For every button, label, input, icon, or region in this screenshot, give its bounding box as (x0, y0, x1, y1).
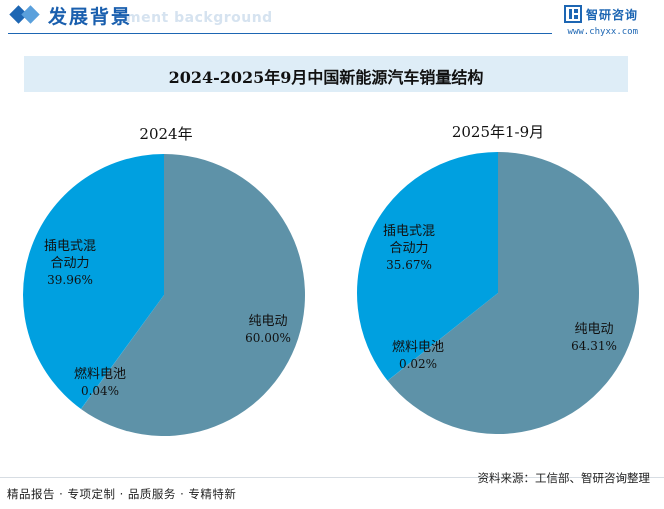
header-divider (8, 33, 552, 34)
slice-name-label: 合动力 (50, 256, 89, 271)
slice-value-label: 60.00% (245, 331, 291, 345)
slice-value-label: 64.31% (571, 339, 617, 353)
header-subtitle: ment background (126, 10, 273, 26)
header: ment background 发展背景 智研咨询 www.chyxx.com (0, 0, 664, 40)
slice-name-label: 纯电动 (248, 314, 287, 329)
chart-title: 2024-2025年9月中国新能源汽车销量结构 (168, 68, 484, 87)
slice-name-label: 燃料电池 (392, 339, 444, 355)
footer-tags: 精品报告 · 专项定制 · 品质服务 · 专精特新 (7, 487, 237, 501)
footer-divider (0, 477, 664, 478)
slice-name-label: 插电式混 (383, 224, 435, 239)
pie-slice (80, 295, 164, 410)
pie-slice (357, 152, 498, 381)
slice-name-label: 插电式混 (44, 239, 96, 254)
header-title: 发展背景 (48, 6, 133, 28)
brand-logo-icon (563, 5, 582, 23)
slice-value-label: 39.96% (47, 273, 93, 287)
slice-value-label: 0.02% (399, 357, 437, 371)
brand-url: www.chyxx.com (567, 27, 638, 37)
pie-slice (81, 154, 305, 436)
pie-title: 2025年1-9月 (452, 123, 544, 141)
brand: 智研咨询 (563, 5, 638, 23)
brand-name: 智研咨询 (585, 7, 638, 22)
slice-value-label: 35.67% (386, 258, 432, 272)
source-note: 资料来源：工信部、智研咨询整理 (477, 471, 651, 485)
chart-title-band: 2024-2025年9月中国新能源汽车销量结构 (24, 56, 628, 92)
pie-slice (387, 152, 640, 435)
pie-slice (387, 293, 498, 381)
slice-name-label: 纯电动 (574, 322, 613, 337)
pie-title: 2024年 (139, 125, 192, 143)
slice-name-label: 燃料电池 (74, 366, 126, 382)
slice-value-label: 0.04% (81, 384, 119, 398)
pie-slice (23, 154, 165, 409)
slice-name-label: 合动力 (389, 241, 428, 256)
